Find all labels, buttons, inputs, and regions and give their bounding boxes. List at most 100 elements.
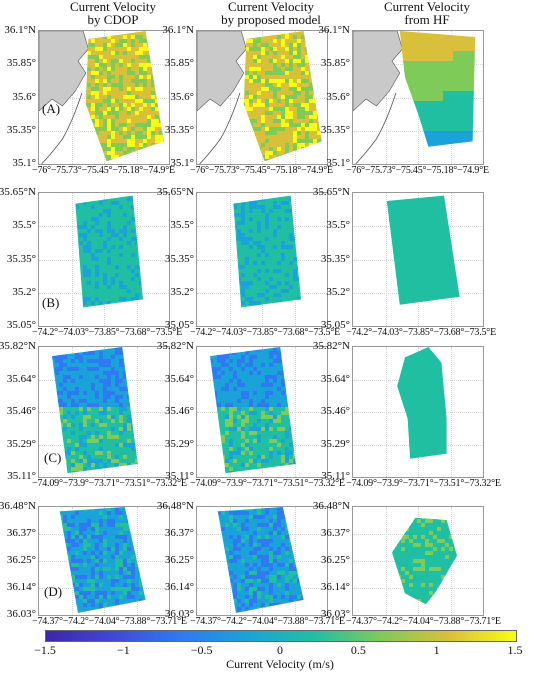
colorbar-tick-label: −1 — [116, 643, 130, 657]
x-tick-labels: −74.2°−74.03°−73.85°−73.68°−73.5°E — [32, 327, 183, 338]
y-tick-label: 35.82°N — [0, 340, 36, 352]
y-tick-label: 35.05° — [6, 319, 36, 331]
velocity-map — [217, 507, 304, 613]
y-tick-label: 35.46° — [6, 405, 36, 417]
y-tick-label: 35.35° — [6, 252, 36, 265]
y-tick-label: 35.35° — [320, 252, 350, 265]
map-panel-b-proposed — [196, 192, 328, 327]
y-tick-label: 35.64° — [6, 372, 36, 385]
y-tick-label: 35.85° — [320, 57, 350, 70]
y-tick-label: 35.82°N — [312, 340, 350, 352]
y-tick-label: 36.25° — [164, 554, 194, 566]
y-tick-label: 35.82°N — [156, 340, 194, 352]
map-panel-a-proposed — [196, 30, 328, 165]
velocity-map — [392, 517, 457, 605]
grid-line — [353, 130, 483, 132]
x-tick-labels: −74.09°−73.9°−73.71°−73.51°−73.32°E — [346, 478, 501, 489]
y-tick-label: 36.48°N — [312, 500, 350, 512]
y-tick-label: 36.14° — [164, 581, 194, 593]
column-title-proposed: Current Velocity by proposed model — [196, 0, 346, 26]
y-tick-label: 35.29° — [6, 437, 36, 450]
map-panel-c-proposed — [196, 346, 328, 478]
y-tick-label: 35.11° — [165, 470, 194, 482]
y-tick-label: 36.37° — [164, 527, 194, 539]
y-tick-label: 36.03° — [320, 608, 350, 620]
row-label: (A) — [42, 101, 61, 116]
velocity-field — [210, 347, 296, 474]
velocity-map — [197, 31, 322, 164]
y-tick-label: 35.6° — [12, 90, 36, 103]
colorbar-tick-label: −1.5 — [34, 643, 56, 657]
y-tick-label: 35.46° — [320, 405, 350, 417]
y-tick-label: 35.35° — [164, 123, 194, 136]
colorbar-label: Current Velocity (m/s) — [226, 657, 334, 671]
y-tick-label: 35.64° — [164, 372, 194, 385]
y-tick-label: 35.46° — [164, 405, 194, 417]
barrier-island-coast — [355, 92, 397, 164]
x-tick-labels: −74.37°−74.2°−74.04°−73.88°−73.71°E — [32, 616, 187, 627]
map-panel-a-cdop — [38, 30, 170, 165]
y-tick-label: 35.1° — [170, 157, 194, 169]
velocity-map — [353, 31, 476, 164]
x-tick-labels: −74.09°−73.9°−73.71°−73.51°−73.32°E — [32, 478, 187, 489]
map-panel-d-cdop — [38, 506, 170, 616]
column-title-hf-text: Current Velocity from HF — [383, 0, 471, 27]
y-tick-label: 35.65°N — [312, 186, 350, 198]
row-label: (B) — [42, 295, 60, 310]
y-tick-label: 35.2° — [12, 285, 36, 298]
y-tick-label: 35.35° — [6, 123, 36, 136]
velocity-map — [59, 507, 146, 613]
y-tick-label: 36.14° — [6, 581, 36, 593]
y-tick-label: 36.14° — [320, 581, 350, 593]
colorbar-tick-label: 1 — [433, 643, 440, 657]
y-tick-label: 36.25° — [6, 554, 36, 566]
velocity-field — [217, 507, 304, 613]
velocity-field — [397, 347, 447, 459]
y-tick-label: 35.05° — [320, 319, 350, 331]
y-tick-label: 36.1°N — [4, 24, 36, 36]
y-tick-label: 35.65°N — [156, 186, 194, 198]
column-title-cdop: Current Velocity by CDOP — [38, 0, 188, 26]
x-tick-labels: −74.09°−73.9°−73.71°−73.51°−73.32°E — [190, 478, 345, 489]
column-title-proposed-text: Current Velocity by proposed model — [221, 0, 321, 27]
y-tick-label: 36.1°N — [162, 24, 194, 36]
y-tick-label: 36.1°N — [318, 24, 350, 36]
velocity-field — [233, 195, 301, 308]
y-tick-label: 35.64° — [320, 372, 350, 385]
velocity-map — [397, 347, 447, 459]
velocity-map — [75, 195, 143, 308]
barrier-island-coast — [199, 92, 241, 164]
y-tick-label: 36.25° — [320, 554, 350, 566]
map-panel-c-cdop — [38, 346, 170, 478]
y-tick-label: 35.35° — [164, 252, 194, 265]
x-tick-labels: −76°−75.73°−75.45°−75.18°−74.9°E — [32, 165, 175, 176]
y-tick-label: 35.65°N — [0, 186, 36, 198]
y-tick-label: 36.48°N — [156, 500, 194, 512]
y-tick-label: 36.03° — [6, 608, 36, 620]
y-tick-label: 35.29° — [320, 437, 350, 450]
velocity-map — [386, 195, 460, 305]
map-panel-b-cdop — [38, 192, 170, 327]
y-tick-label: 35.05° — [164, 319, 194, 331]
velocity-map — [233, 195, 301, 308]
row-label: (D) — [44, 584, 63, 599]
velocity-field — [386, 195, 460, 305]
y-tick-label: 35.35° — [320, 123, 350, 136]
x-tick-labels: −76°−75.73°−75.45°−75.18°−74.9°E — [190, 165, 333, 176]
colorbar-tick-label: −0.5 — [190, 643, 213, 657]
land-mass — [197, 31, 247, 112]
colorbar-tick-label: 0.5 — [350, 643, 366, 657]
map-panel-d-proposed — [196, 506, 328, 616]
colorbar-tick-label: 0 — [277, 643, 283, 657]
y-tick-label: 35.85° — [6, 57, 36, 70]
velocity-map — [210, 347, 296, 474]
y-tick-label: 35.85° — [164, 57, 194, 70]
y-tick-label: 35.6° — [326, 90, 350, 103]
velocity-map — [39, 31, 164, 164]
y-tick-label: 35.1° — [326, 157, 350, 169]
row-label: (C) — [44, 450, 62, 465]
y-tick-label: 36.37° — [320, 527, 350, 539]
velocity-map — [52, 347, 138, 474]
y-tick-label: 35.5° — [326, 219, 350, 232]
barrier-island-coast — [41, 92, 83, 164]
